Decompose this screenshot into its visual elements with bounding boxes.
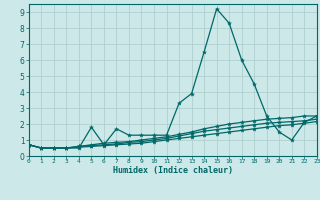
X-axis label: Humidex (Indice chaleur): Humidex (Indice chaleur) (113, 166, 233, 175)
